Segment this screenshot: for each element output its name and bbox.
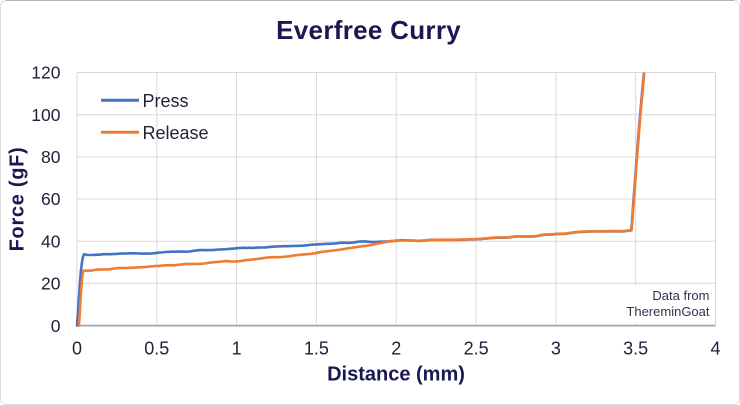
svg-text:Distance (mm): Distance (mm) [327,363,465,385]
svg-text:1: 1 [232,339,242,359]
svg-text:Everfree Curry: Everfree Curry [276,15,461,45]
svg-text:Press: Press [143,91,189,111]
svg-text:120: 120 [31,63,60,83]
svg-text:4: 4 [710,339,720,359]
svg-text:1.5: 1.5 [304,339,329,359]
svg-text:0: 0 [72,339,82,359]
svg-text:0.5: 0.5 [144,339,169,359]
svg-text:80: 80 [41,147,61,167]
svg-text:60: 60 [41,189,61,209]
svg-text:Data from: Data from [652,288,709,303]
svg-text:2: 2 [391,339,401,359]
svg-text:20: 20 [41,274,61,294]
svg-text:ThereminGoat: ThereminGoat [626,304,709,319]
svg-text:100: 100 [31,105,60,125]
svg-text:2.5: 2.5 [464,339,489,359]
svg-text:3.5: 3.5 [623,339,648,359]
svg-text:0: 0 [51,316,61,336]
svg-text:3: 3 [551,339,561,359]
svg-text:Force (gF): Force (gF) [7,147,29,252]
svg-text:Release: Release [143,123,209,143]
svg-text:40: 40 [41,231,61,251]
